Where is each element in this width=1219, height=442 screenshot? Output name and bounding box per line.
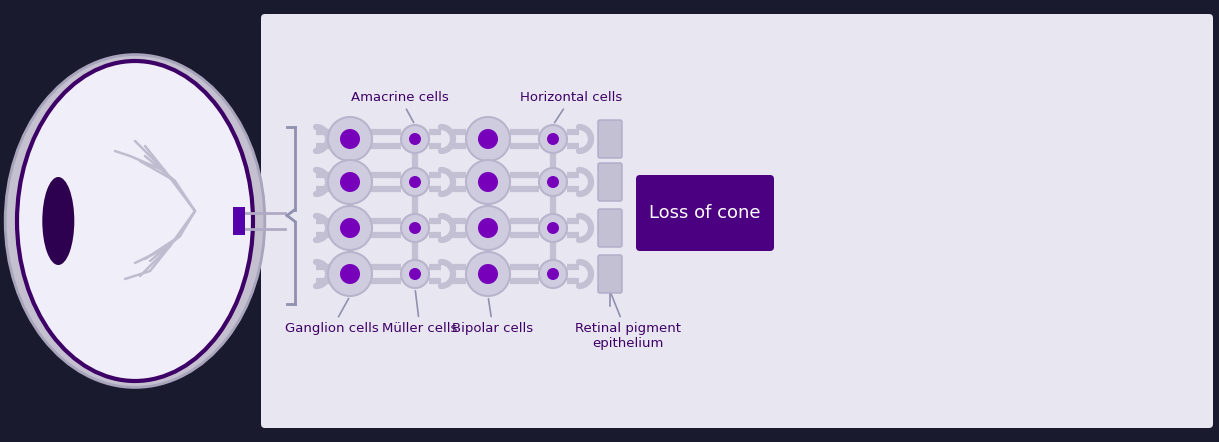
Circle shape xyxy=(478,172,499,192)
Circle shape xyxy=(466,252,510,296)
Circle shape xyxy=(466,117,510,161)
Circle shape xyxy=(547,222,560,234)
Circle shape xyxy=(328,117,372,161)
FancyBboxPatch shape xyxy=(599,163,622,201)
Circle shape xyxy=(539,125,567,153)
Text: Loss of cone: Loss of cone xyxy=(650,204,761,222)
Circle shape xyxy=(401,168,429,196)
Circle shape xyxy=(478,218,499,238)
FancyBboxPatch shape xyxy=(599,255,622,293)
Circle shape xyxy=(478,264,499,284)
Text: Amacrine cells: Amacrine cells xyxy=(351,91,449,122)
Circle shape xyxy=(466,160,510,204)
Circle shape xyxy=(547,176,560,188)
Ellipse shape xyxy=(17,61,254,381)
FancyBboxPatch shape xyxy=(599,120,622,158)
Circle shape xyxy=(401,214,429,242)
Circle shape xyxy=(410,176,421,188)
Circle shape xyxy=(539,214,567,242)
Circle shape xyxy=(539,168,567,196)
Circle shape xyxy=(340,172,360,192)
FancyBboxPatch shape xyxy=(636,175,774,251)
FancyBboxPatch shape xyxy=(261,14,1213,428)
Text: Horizontal cells: Horizontal cells xyxy=(519,91,622,123)
Circle shape xyxy=(401,125,429,153)
FancyBboxPatch shape xyxy=(233,207,245,235)
Circle shape xyxy=(478,129,499,149)
Circle shape xyxy=(547,268,560,280)
Circle shape xyxy=(410,222,421,234)
Text: Müller cells: Müller cells xyxy=(383,291,457,335)
Circle shape xyxy=(340,264,360,284)
Circle shape xyxy=(547,133,560,145)
Ellipse shape xyxy=(43,177,74,265)
FancyBboxPatch shape xyxy=(599,209,622,247)
Circle shape xyxy=(401,260,429,288)
Circle shape xyxy=(340,129,360,149)
Ellipse shape xyxy=(5,55,265,387)
Circle shape xyxy=(466,206,510,250)
Text: Ganglion cells: Ganglion cells xyxy=(285,298,379,335)
Text: Bipolar cells: Bipolar cells xyxy=(452,299,534,335)
Circle shape xyxy=(410,268,421,280)
Circle shape xyxy=(410,133,421,145)
Circle shape xyxy=(328,206,372,250)
Circle shape xyxy=(328,252,372,296)
Text: Retinal pigment
epithelium: Retinal pigment epithelium xyxy=(575,293,681,350)
Circle shape xyxy=(539,260,567,288)
Circle shape xyxy=(328,160,372,204)
Circle shape xyxy=(340,218,360,238)
